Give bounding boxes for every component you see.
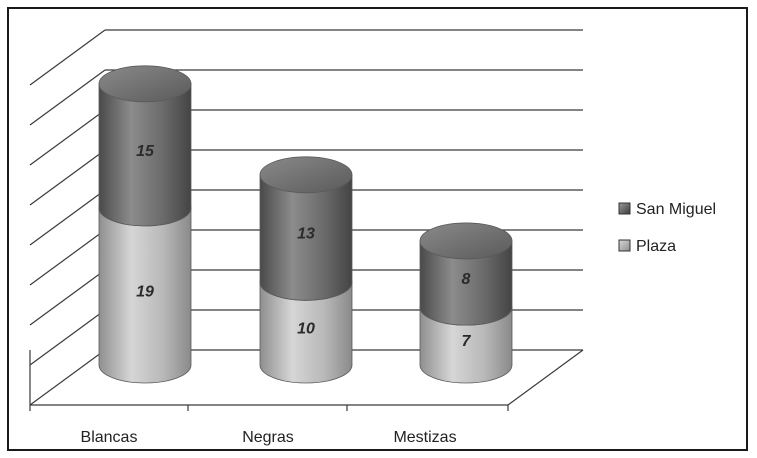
gridline-side: [29, 149, 106, 206]
floor-right: [507, 349, 584, 406]
data-label: 13: [297, 226, 315, 243]
bar-top: [98, 65, 192, 103]
bar-body: [98, 83, 192, 227]
x-tick-label: Blancas: [81, 429, 138, 446]
data-label: 10: [297, 321, 315, 338]
bar-san-miguel-negras: [259, 156, 353, 301]
bar-body: [98, 207, 192, 384]
data-label: 19: [136, 283, 154, 300]
gridline-side: [29, 189, 106, 246]
bar-san-miguel-mestizas: [419, 222, 513, 326]
legend-item-san-miguel: San Miguel: [618, 201, 716, 218]
bar-top: [419, 222, 513, 260]
gridline-side: [29, 309, 106, 366]
labels-layer: 19 15 Blancas 10 13 Negras 7 8 Mestizas: [81, 143, 472, 446]
data-label: 15: [136, 143, 155, 160]
bar-body: [259, 174, 353, 301]
legend-swatch: [618, 202, 631, 215]
data-label: 7: [462, 333, 472, 350]
x-tick-label: Negras: [242, 429, 294, 446]
gridline-side: [29, 109, 106, 166]
legend: San Miguel Plaza: [618, 201, 716, 255]
gridline-side: [29, 349, 106, 406]
bar-body: [259, 281, 353, 384]
legend-item-plaza: Plaza: [618, 238, 676, 255]
bars-layer: [98, 65, 513, 384]
data-label: 8: [462, 271, 471, 288]
gridline-side: [29, 229, 106, 286]
bar-body: [419, 240, 513, 326]
gridline-side: [29, 29, 106, 86]
x-tick-label: Mestizas: [393, 429, 456, 446]
gridline-side: [29, 269, 106, 326]
legend-label: Plaza: [636, 238, 676, 255]
bar-body: [419, 306, 513, 384]
legend-swatch: [618, 239, 631, 252]
bar-top: [259, 156, 353, 194]
bar-san-miguel-blancas: [98, 65, 192, 227]
gridline-side: [29, 69, 106, 126]
legend-label: San Miguel: [636, 201, 716, 218]
